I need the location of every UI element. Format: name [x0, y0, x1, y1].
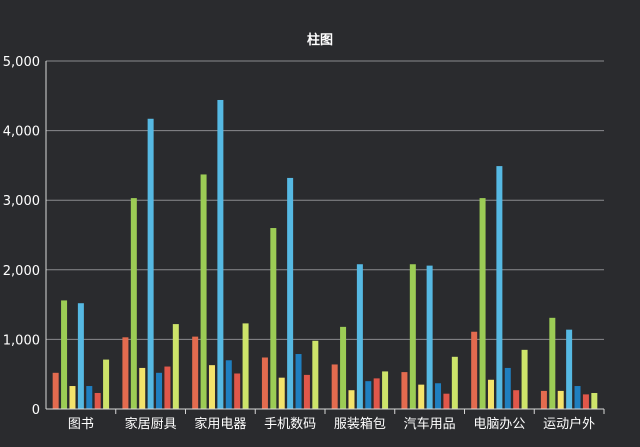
- bar: [130, 198, 137, 409]
- bar: [94, 392, 101, 409]
- bar: [574, 386, 581, 409]
- bar: [487, 379, 494, 409]
- bar: [591, 392, 598, 409]
- bar: [557, 390, 564, 409]
- bar: [242, 323, 249, 409]
- x-tick-label: 图书: [68, 417, 94, 432]
- bar: [443, 393, 450, 409]
- bar: [139, 367, 146, 409]
- bar: [303, 374, 310, 409]
- x-tick-label: 运动户外: [543, 416, 595, 432]
- x-axis: 图书 家居厨具 家用电器 手机数码 服装箱包 汽车用品 电脑办公 运动户外: [46, 408, 605, 432]
- bar: [426, 265, 433, 409]
- bar: [549, 317, 556, 409]
- x-tick-label: 手机数码: [264, 417, 316, 432]
- bar: [331, 364, 338, 409]
- bar: [295, 354, 302, 409]
- bar: [156, 372, 163, 409]
- bar: [69, 386, 76, 409]
- x-tick-label: 服装箱包: [334, 416, 386, 432]
- bar: [479, 198, 486, 409]
- y-axis: 0 1,000 2,000 3,000 4,000 5,000: [3, 55, 47, 418]
- bar: [566, 329, 573, 409]
- bar: [513, 390, 520, 409]
- y-tick-label: 5,000: [3, 55, 40, 70]
- bar: [77, 303, 84, 409]
- bar: [52, 372, 59, 409]
- bar: [172, 324, 179, 409]
- bar: [382, 371, 389, 409]
- bars: [52, 99, 598, 410]
- bar: [86, 386, 93, 409]
- bar: [582, 394, 589, 409]
- x-tick-label: 家用电器: [194, 416, 246, 432]
- bar: [217, 99, 224, 409]
- bar: [270, 228, 277, 409]
- bar: [287, 177, 294, 409]
- bar: [61, 300, 68, 409]
- bar: [103, 359, 110, 409]
- bar: [225, 360, 232, 409]
- bar: [451, 356, 458, 409]
- x-tick-label: 家居厨具: [125, 416, 177, 432]
- bar: [208, 365, 215, 409]
- bar: [418, 384, 425, 409]
- bar: [435, 383, 442, 409]
- y-tick-label: 2,000: [3, 264, 40, 279]
- chart-title: 柱图: [307, 32, 333, 48]
- bar: [521, 349, 528, 409]
- x-tick-label: 电脑办公: [473, 417, 525, 432]
- bar: [147, 118, 154, 410]
- bar: [540, 390, 547, 409]
- bar: [348, 390, 355, 409]
- bar: [365, 381, 372, 409]
- bar: [312, 340, 319, 409]
- bar: [401, 372, 408, 409]
- bar: [504, 367, 511, 409]
- bar: [192, 336, 199, 409]
- gridlines: [46, 60, 604, 340]
- bar: [356, 264, 363, 409]
- bar: [496, 166, 503, 409]
- bar: [409, 264, 416, 409]
- bar: [261, 357, 268, 409]
- bar: [122, 337, 129, 409]
- bar: [200, 174, 207, 409]
- bar: [164, 366, 171, 409]
- y-tick-label: 0: [32, 403, 40, 418]
- bar: [373, 378, 380, 409]
- bar: [471, 331, 478, 409]
- y-tick-label: 1,000: [3, 333, 40, 348]
- y-tick-label: 4,000: [3, 125, 40, 140]
- bar: [234, 373, 241, 409]
- bar: [278, 377, 285, 409]
- bar: [340, 326, 347, 409]
- x-tick-label: 汽车用品: [404, 416, 456, 432]
- y-tick-label: 3,000: [3, 194, 40, 209]
